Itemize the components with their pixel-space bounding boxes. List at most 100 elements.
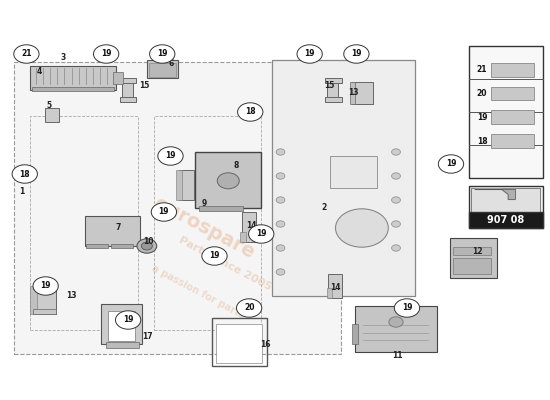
- Text: 8: 8: [234, 162, 239, 170]
- Text: 21: 21: [21, 50, 32, 58]
- Text: 21: 21: [477, 65, 487, 74]
- Text: 19: 19: [477, 113, 487, 122]
- Text: 6: 6: [169, 60, 174, 68]
- FancyBboxPatch shape: [86, 244, 108, 248]
- Circle shape: [276, 173, 285, 179]
- Circle shape: [394, 299, 420, 317]
- Text: 19: 19: [402, 304, 412, 312]
- FancyBboxPatch shape: [471, 188, 540, 212]
- Text: 15: 15: [140, 82, 150, 90]
- FancyBboxPatch shape: [327, 80, 338, 102]
- Circle shape: [116, 311, 141, 329]
- FancyBboxPatch shape: [469, 212, 543, 228]
- FancyBboxPatch shape: [113, 72, 123, 84]
- FancyBboxPatch shape: [45, 108, 59, 122]
- Text: 19: 19: [40, 282, 51, 290]
- Text: 20: 20: [477, 89, 487, 98]
- Text: 18: 18: [245, 108, 256, 116]
- Text: 20: 20: [477, 102, 488, 110]
- Circle shape: [392, 173, 400, 179]
- FancyBboxPatch shape: [469, 186, 543, 228]
- Text: 18: 18: [477, 156, 488, 165]
- Circle shape: [141, 242, 152, 250]
- FancyBboxPatch shape: [179, 170, 194, 200]
- FancyBboxPatch shape: [450, 238, 497, 278]
- Circle shape: [276, 149, 285, 155]
- FancyBboxPatch shape: [272, 60, 415, 296]
- Text: 7: 7: [116, 224, 121, 232]
- Circle shape: [392, 197, 400, 203]
- Circle shape: [94, 45, 119, 63]
- FancyBboxPatch shape: [101, 304, 142, 344]
- FancyBboxPatch shape: [32, 87, 114, 91]
- Polygon shape: [475, 189, 515, 200]
- Text: 19: 19: [304, 50, 315, 58]
- Text: 2: 2: [322, 204, 327, 212]
- Text: 14: 14: [330, 284, 341, 292]
- Circle shape: [392, 245, 400, 251]
- Circle shape: [12, 165, 37, 183]
- Text: 19: 19: [209, 252, 220, 260]
- Text: 14: 14: [246, 222, 257, 230]
- Circle shape: [392, 221, 400, 227]
- Circle shape: [276, 269, 285, 275]
- Circle shape: [389, 317, 403, 327]
- FancyBboxPatch shape: [122, 80, 133, 102]
- Text: 907 08: 907 08: [487, 215, 524, 225]
- Text: Parts since 2005: Parts since 2005: [178, 235, 273, 293]
- Text: 5: 5: [47, 102, 52, 110]
- Text: 19: 19: [165, 152, 176, 160]
- Text: 19: 19: [256, 230, 267, 238]
- Text: 9: 9: [202, 200, 207, 208]
- FancyBboxPatch shape: [120, 97, 136, 102]
- Circle shape: [392, 149, 400, 155]
- FancyBboxPatch shape: [33, 284, 56, 289]
- Circle shape: [33, 277, 58, 295]
- FancyBboxPatch shape: [33, 309, 56, 314]
- Circle shape: [276, 221, 285, 227]
- Text: 10: 10: [143, 238, 154, 246]
- Text: 15: 15: [324, 82, 334, 90]
- FancyBboxPatch shape: [14, 62, 341, 354]
- Text: eurospare: eurospare: [150, 193, 257, 263]
- FancyBboxPatch shape: [352, 82, 373, 104]
- Text: 4: 4: [37, 68, 42, 76]
- FancyBboxPatch shape: [355, 306, 437, 352]
- Text: 1: 1: [19, 188, 25, 196]
- Text: 11: 11: [392, 351, 403, 360]
- Circle shape: [336, 209, 388, 247]
- Circle shape: [217, 173, 239, 189]
- Text: 17: 17: [142, 332, 153, 341]
- FancyBboxPatch shape: [330, 156, 377, 188]
- FancyBboxPatch shape: [469, 46, 543, 178]
- FancyBboxPatch shape: [147, 60, 178, 78]
- FancyBboxPatch shape: [216, 324, 262, 363]
- FancyBboxPatch shape: [199, 206, 243, 211]
- Circle shape: [236, 299, 262, 317]
- Text: 19: 19: [123, 316, 134, 324]
- Text: 19: 19: [446, 160, 456, 168]
- FancyBboxPatch shape: [328, 274, 342, 298]
- Text: 16: 16: [260, 340, 271, 349]
- Circle shape: [344, 45, 369, 63]
- FancyBboxPatch shape: [108, 311, 135, 341]
- Text: a passion for parts: a passion for parts: [150, 263, 246, 321]
- Text: 19: 19: [158, 208, 169, 216]
- FancyBboxPatch shape: [491, 63, 534, 76]
- FancyBboxPatch shape: [176, 170, 182, 200]
- Text: 19: 19: [351, 50, 362, 58]
- FancyBboxPatch shape: [240, 232, 246, 242]
- Text: 12: 12: [472, 248, 483, 256]
- Circle shape: [276, 197, 285, 203]
- FancyBboxPatch shape: [149, 63, 176, 77]
- Circle shape: [297, 45, 322, 63]
- FancyBboxPatch shape: [195, 152, 261, 208]
- FancyBboxPatch shape: [491, 87, 534, 100]
- Circle shape: [276, 245, 285, 251]
- Text: 13: 13: [348, 88, 359, 97]
- Circle shape: [137, 239, 157, 253]
- FancyBboxPatch shape: [491, 134, 534, 148]
- FancyBboxPatch shape: [242, 212, 256, 242]
- FancyBboxPatch shape: [106, 342, 139, 348]
- FancyBboxPatch shape: [325, 97, 342, 102]
